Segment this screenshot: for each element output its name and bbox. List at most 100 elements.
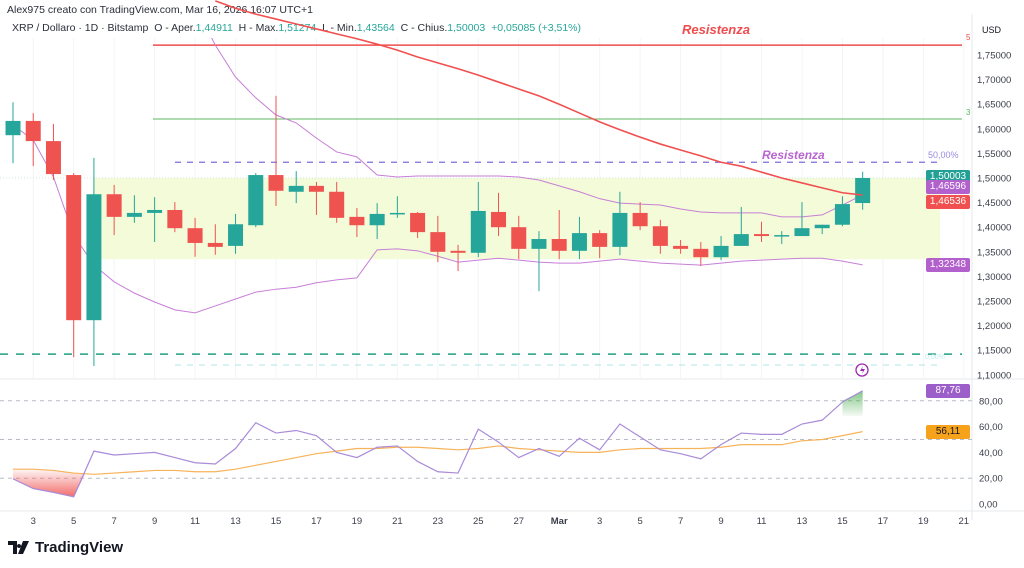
candle-body xyxy=(733,234,749,246)
chart-credit: Alex975 creato con TradingView.com, Mar … xyxy=(7,4,313,16)
candle-body xyxy=(531,239,547,249)
candle-body xyxy=(754,234,770,237)
candle-body xyxy=(5,120,21,136)
rsi-price-tag: 56,11 xyxy=(926,424,970,439)
price-price-tag: 1,46536 xyxy=(926,195,970,210)
candle xyxy=(491,192,507,237)
rsi-line xyxy=(12,390,863,498)
date-tick-label: 13 xyxy=(230,516,241,527)
candle xyxy=(470,181,486,258)
candle xyxy=(288,171,304,204)
candle-body xyxy=(855,177,871,204)
candle-body xyxy=(329,191,345,218)
candle-body xyxy=(592,233,608,247)
candle-body xyxy=(410,212,426,233)
date-tick-label: 5 xyxy=(71,516,76,527)
lightning-glyph xyxy=(860,366,865,374)
candle-body xyxy=(308,185,324,192)
date-tick-label: 13 xyxy=(797,516,808,527)
price-price-tag: 1,32348 xyxy=(926,257,970,272)
candle-body xyxy=(612,212,628,247)
candle xyxy=(167,202,183,233)
date-tick-label: 27 xyxy=(513,516,524,527)
price-tick-label: 1,10000 xyxy=(977,370,1011,381)
date-tick-label: 21 xyxy=(959,516,970,527)
candle xyxy=(5,102,21,164)
candle xyxy=(652,219,668,254)
candle-body xyxy=(491,211,507,228)
candle xyxy=(147,197,163,242)
tradingview-logo[interactable]: TradingView xyxy=(8,539,123,556)
price-tick-label: 1,50000 xyxy=(977,174,1011,185)
candle-body xyxy=(713,245,729,258)
date-tick-label: Mar xyxy=(551,516,568,527)
date-tick-label: 17 xyxy=(878,516,889,527)
date-tick-label: 25 xyxy=(473,516,484,527)
date-tick-label: 7 xyxy=(112,516,117,527)
candle xyxy=(268,95,284,207)
candle xyxy=(511,215,527,260)
candle xyxy=(834,196,850,227)
price-chart[interactable]: 5 3 50,00% 0,00% USD 1,75000 1,70000 1,65000 1,6… xyxy=(0,0,1024,530)
candle xyxy=(814,224,830,235)
candle xyxy=(693,241,709,267)
price-tick-label: 1,70000 xyxy=(977,75,1011,86)
high-value: 1,51274 xyxy=(278,22,317,34)
candle-body xyxy=(167,209,183,229)
open-value: 1,44911 xyxy=(195,22,233,34)
date-tick-label: 9 xyxy=(152,516,157,527)
moving-average-line xyxy=(215,0,863,196)
candle xyxy=(187,217,203,257)
candle xyxy=(632,202,648,231)
candle xyxy=(369,203,385,240)
candle xyxy=(25,113,41,167)
candle xyxy=(450,244,466,271)
close-label: C - Chius. xyxy=(400,22,448,34)
date-tick-label: 5 xyxy=(637,516,642,527)
candle-body xyxy=(25,120,41,142)
high-label: H - Max. xyxy=(238,22,279,34)
candle-body xyxy=(106,194,122,217)
price-tick-label: 1,60000 xyxy=(977,124,1011,135)
date-tick-label: 11 xyxy=(190,516,200,527)
candle xyxy=(207,224,223,255)
rsi-tick-label: 0,00 xyxy=(979,500,998,511)
candle xyxy=(673,239,689,254)
price-tick-label: 1,75000 xyxy=(977,51,1011,62)
candle-body xyxy=(673,245,689,249)
rsi-tick-label: 20,00 xyxy=(979,474,1003,485)
symbol-label[interactable]: XRP / Dollaro · 1D · Bitstamp xyxy=(12,22,149,34)
candle-body xyxy=(693,248,709,258)
date-tick-label: 9 xyxy=(718,516,723,527)
rsi-tick-label: 80,00 xyxy=(979,396,1003,407)
candle-body xyxy=(511,227,527,249)
candle-body xyxy=(470,210,486,253)
ohlc-legend: XRP / Dollaro · 1D · Bitstamp O - Aper.1… xyxy=(12,22,581,34)
date-tick-label: 3 xyxy=(31,516,36,527)
candle-body xyxy=(450,250,466,253)
candle xyxy=(592,230,608,259)
price-tick-label: 1,15000 xyxy=(977,346,1011,357)
rsi-tick-label: 40,00 xyxy=(979,448,1003,459)
open-label: O - Aper. xyxy=(154,22,196,34)
price-tick-label: 1,65000 xyxy=(977,100,1011,111)
date-tick-label: 19 xyxy=(918,516,929,527)
lightning-alert-icon[interactable] xyxy=(855,363,869,377)
candle-body xyxy=(794,228,810,237)
candle xyxy=(389,196,405,218)
tradingview-logo-icon xyxy=(8,540,29,554)
price-tick-label: 1,25000 xyxy=(977,297,1011,308)
date-tick-label: 7 xyxy=(678,516,683,527)
candle-body xyxy=(66,175,82,321)
price-price-tag: 1,46596 xyxy=(926,179,970,194)
candle xyxy=(45,123,61,180)
candle-body xyxy=(349,216,365,226)
candle xyxy=(571,216,587,260)
price-tick-label: 1,40000 xyxy=(977,223,1011,234)
level-label-green: 3 xyxy=(966,108,971,117)
change-value: +0,05085 (+3,51%) xyxy=(491,22,581,34)
candle-body xyxy=(268,175,284,191)
price-tick-label: 1,20000 xyxy=(977,321,1011,332)
upper-band-line xyxy=(211,38,863,218)
price-tick-label: 1,30000 xyxy=(977,272,1011,283)
